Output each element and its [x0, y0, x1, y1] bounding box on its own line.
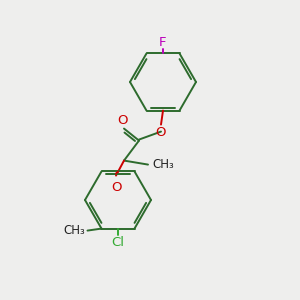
Text: CH₃: CH₃ — [64, 224, 86, 237]
Text: O: O — [118, 114, 128, 127]
Text: F: F — [159, 36, 167, 50]
Text: Cl: Cl — [112, 236, 124, 249]
Text: CH₃: CH₃ — [152, 158, 174, 171]
Text: O: O — [111, 181, 121, 194]
Text: O: O — [156, 126, 166, 139]
